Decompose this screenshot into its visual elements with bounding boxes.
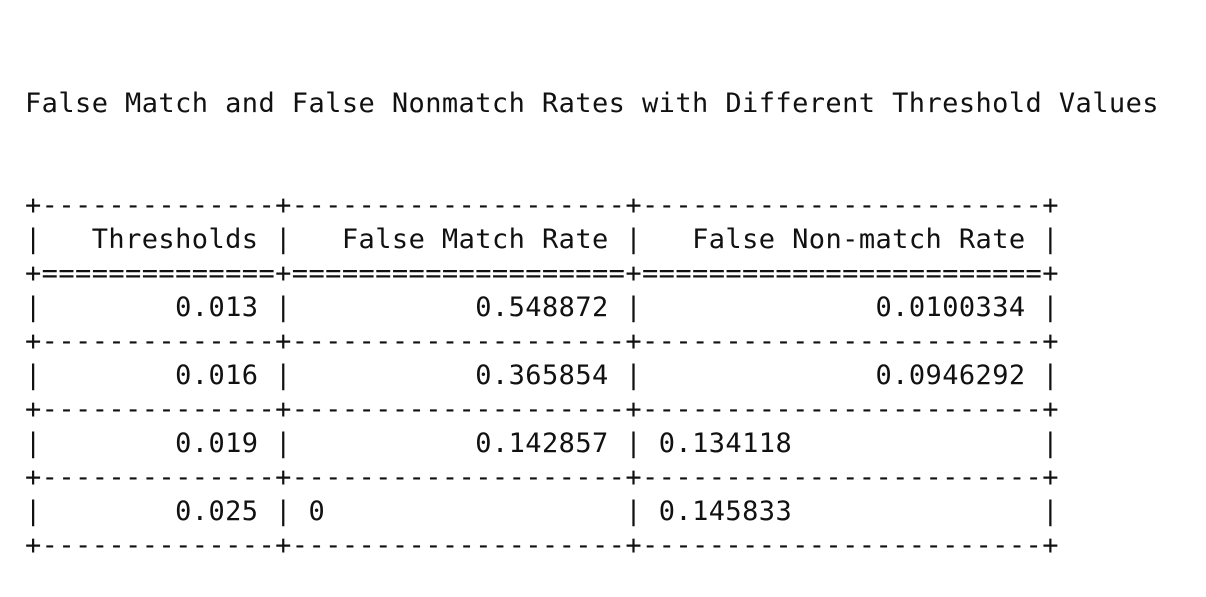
table-cell: 0.025 — [41, 496, 276, 527]
table-row: | 0.013 | 0.548872 | 0.0100334 | — [25, 292, 1059, 323]
table-row: | 0.019 | 0.142857 | 0.134118 | — [25, 428, 1059, 459]
table-row-separator: +--------------+--------------------+---… — [25, 394, 1059, 425]
table-cell: 0 — [291, 496, 626, 527]
table-cell: 0.142857 — [291, 428, 626, 459]
table-cell: 0.365854 — [291, 360, 626, 391]
table-border-top: +--------------+--------------------+---… — [25, 190, 1059, 221]
table-row: | 0.025 | 0 | 0.145833 | — [25, 496, 1059, 527]
table-row-separator: +--------------+--------------------+---… — [25, 530, 1059, 561]
table-header-separator: +==============+====================+===… — [25, 258, 1059, 289]
table-row-separator: +--------------+--------------------+---… — [25, 462, 1059, 493]
table-header-cell: Thresholds — [41, 224, 276, 255]
table-cell: 0.016 — [41, 360, 276, 391]
table-header-row: | Thresholds | False Match Rate | False … — [25, 224, 1059, 255]
table-row: | 0.016 | 0.365854 | 0.0946292 | — [25, 360, 1059, 391]
table-row-separator: +--------------+--------------------+---… — [25, 326, 1059, 357]
table-cell: 0.019 — [41, 428, 276, 459]
table-header-cell: False Match Rate — [291, 224, 626, 255]
ascii-table: +--------------+--------------------+---… — [25, 189, 1159, 563]
terminal-output: False Match and False Nonmatch Rates wit… — [25, 19, 1159, 597]
table-cell: 0.548872 — [291, 292, 626, 323]
table-cell: 0.0946292 — [642, 360, 1043, 391]
table-cell: 0.0100334 — [642, 292, 1043, 323]
table-title: False Match and False Nonmatch Rates wit… — [25, 88, 1159, 119]
table-cell: 0.134118 — [642, 428, 1043, 459]
table-header-cell: False Non-match Rate — [642, 224, 1043, 255]
table-cell: 0.013 — [41, 292, 276, 323]
table-cell: 0.145833 — [642, 496, 1043, 527]
